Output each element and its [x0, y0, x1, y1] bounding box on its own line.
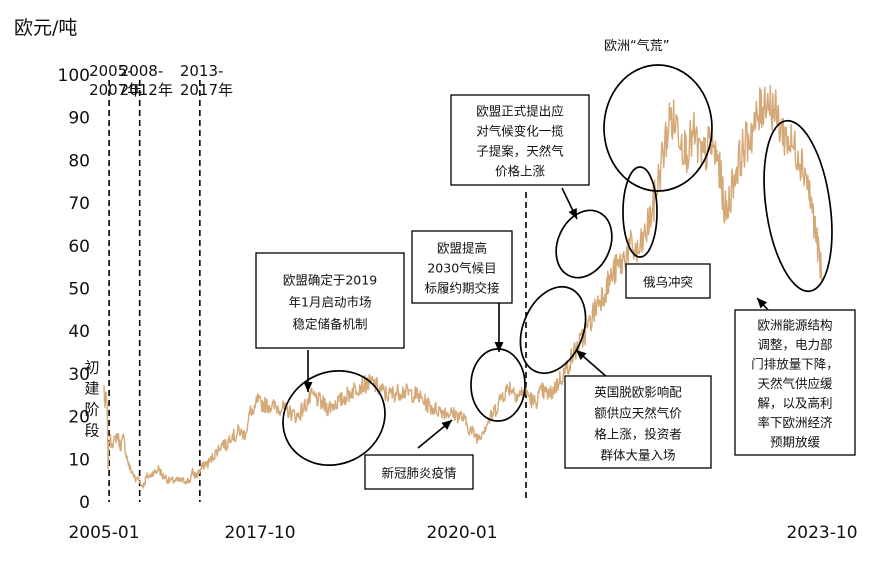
brexit-annotation-box-line: 额供应天然气价: [594, 405, 682, 420]
y-tick-label: 40: [68, 322, 90, 342]
brexit-annotation-box-line: 群体大量入场: [600, 447, 675, 462]
covid-annotation-box: 新冠肺炎疫情: [364, 454, 474, 490]
ukraine-annotation-box: 俄乌冲突: [625, 263, 711, 299]
y-tick-label: 80: [68, 151, 90, 171]
brexit-annotation-box-line: 英国脱欧影响配: [594, 384, 682, 399]
initial-phase-label-line: 初: [84, 358, 99, 376]
arrow-msr: [303, 350, 313, 392]
annotation-arrows: [303, 187, 771, 449]
msr-annotation-box-line: 欧盟确定于2019: [283, 273, 377, 288]
x-tick-label: 2023-10: [786, 523, 857, 543]
price-series-line: [103, 84, 823, 489]
ellipse-energy-crisis: [603, 64, 713, 192]
period-label-bottom: 2012年: [120, 81, 173, 99]
y-tick-label: 20: [68, 408, 90, 428]
x-axis-ticks: 2005-01 2017-10 2020-01 2023-10: [68, 523, 857, 543]
y-tick-label: 90: [68, 109, 90, 129]
restructure-annotation-box-line: 率下欧洲经济: [757, 415, 833, 430]
initial-phase-label-line: 段: [84, 421, 99, 439]
climate-package-annotation-box-line: 价格上涨: [495, 164, 546, 179]
y-tick-label: 0: [79, 493, 90, 513]
restructure-annotation-box-line: 欧洲能源结构: [757, 317, 832, 332]
covid-annotation-box-line: 新冠肺炎疫情: [381, 466, 456, 481]
ellipse-restructure: [763, 119, 833, 293]
period-label-top: 2008-: [120, 62, 164, 80]
msr-annotation-box-line: 年1月启动市场: [289, 295, 372, 310]
period-label-bottom: 2007年: [89, 81, 142, 99]
y-tick-label: 50: [68, 280, 90, 300]
arrow-2030: [494, 298, 504, 352]
initial-phase-label-line: 建: [84, 379, 99, 397]
arrow-climate-package: [561, 187, 578, 220]
restructure-annotation-box-line: 解，以及高利: [757, 395, 832, 410]
y-tick-label: 70: [68, 194, 90, 214]
target-2030-annotation-box-line: 标履约期交接: [424, 281, 500, 296]
climate-package-annotation-box-line: 对气候变化一揽: [476, 124, 564, 139]
initial-phase-label-line: 阶: [84, 400, 99, 418]
y-axis-label: 欧元/吨: [14, 17, 77, 39]
y-tick-label: 30: [68, 365, 90, 385]
restructure-annotation-box-line: 预期放缓: [770, 434, 821, 449]
climate-package-annotation-box-line: 欧盟正式提出应: [476, 104, 564, 119]
target-2030-annotation-box-line: 欧盟提高: [437, 241, 487, 256]
y-tick-label: 10: [68, 450, 90, 470]
ellipse-brexit: [519, 285, 587, 375]
arrow-covid: [417, 419, 453, 449]
y-tick-label: 100: [58, 66, 90, 86]
restructure-annotation-box-line: 门排放量下降，: [751, 356, 839, 371]
period-label-bottom: 2017年: [180, 81, 233, 99]
restructure-annotation-box-line: 天然气供应缓: [757, 376, 833, 391]
ellipse-ukraine: [622, 166, 658, 258]
x-tick-label: 2017-10: [224, 523, 295, 543]
msr-annotation-box-line: 稳定储备机制: [292, 317, 367, 332]
energy-crisis-label: 欧洲“气荒”: [604, 38, 669, 54]
ellipse-msr: [282, 370, 386, 466]
ukraine-annotation-box-line: 俄乌冲突: [643, 275, 693, 290]
target-2030-annotation-box-line: 2030气候目: [427, 261, 496, 276]
period-label-top: 2013-: [180, 62, 224, 80]
x-tick-label: 2005-01: [68, 523, 139, 543]
period-label-top: 2005-: [89, 62, 133, 80]
x-tick-label: 2020-01: [426, 523, 497, 543]
ellipse-climate-package: [555, 209, 613, 279]
y-axis-ticks: 0 10 20 30 40 50 60 70 80 90 100: [58, 66, 90, 513]
restructure-annotation-box-line: 调整，电力部: [757, 337, 832, 352]
climate-package-annotation-box-line: 子提案，天然气: [476, 144, 564, 159]
y-tick-label: 60: [68, 237, 90, 257]
brexit-annotation-box-line: 格上涨，投资者: [594, 426, 682, 441]
arrow-brexit: [575, 349, 609, 379]
